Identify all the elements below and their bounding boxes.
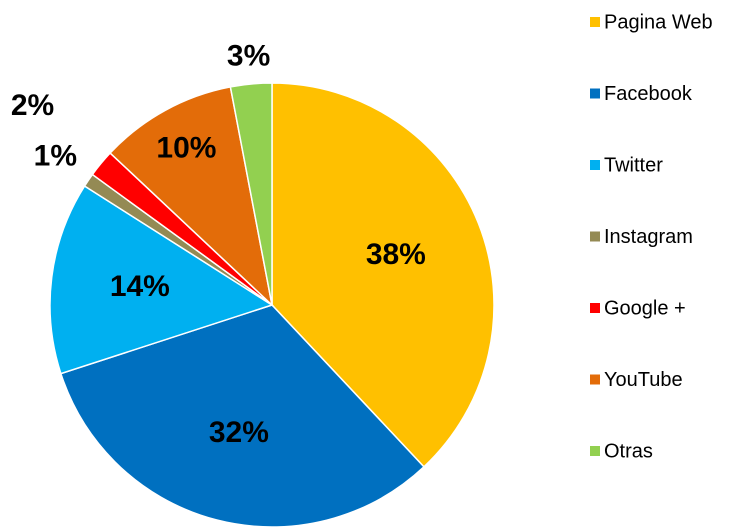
pie-slice	[271, 82, 495, 468]
legend-label: Pagina Web	[604, 11, 713, 33]
data-label: 38%	[366, 238, 426, 271]
pie-slice	[49, 185, 274, 375]
pie-slice	[59, 304, 426, 528]
data-label: 3%	[227, 39, 270, 72]
data-label: 1%	[34, 140, 77, 173]
legend-label: Otras	[604, 440, 653, 462]
legend-swatch	[590, 160, 600, 170]
legend-swatch	[590, 446, 600, 456]
legend-swatch	[590, 303, 600, 313]
legend-label: Facebook	[604, 83, 693, 105]
legend-swatch	[590, 17, 600, 27]
data-label: 32%	[209, 416, 269, 449]
legend-label: YouTube	[604, 369, 683, 391]
legend-swatch	[590, 88, 600, 99]
pie-slice	[229, 82, 273, 306]
data-label: 10%	[156, 131, 216, 164]
legend-label: Google +	[604, 297, 686, 319]
legend-swatch	[590, 374, 600, 385]
legend-swatch	[590, 231, 600, 242]
data-label: 14%	[110, 270, 170, 303]
legend-label: Instagram	[604, 226, 693, 248]
data-label: 2%	[11, 89, 54, 122]
pie-slice	[109, 86, 274, 308]
legend-label: Twitter	[604, 154, 663, 176]
